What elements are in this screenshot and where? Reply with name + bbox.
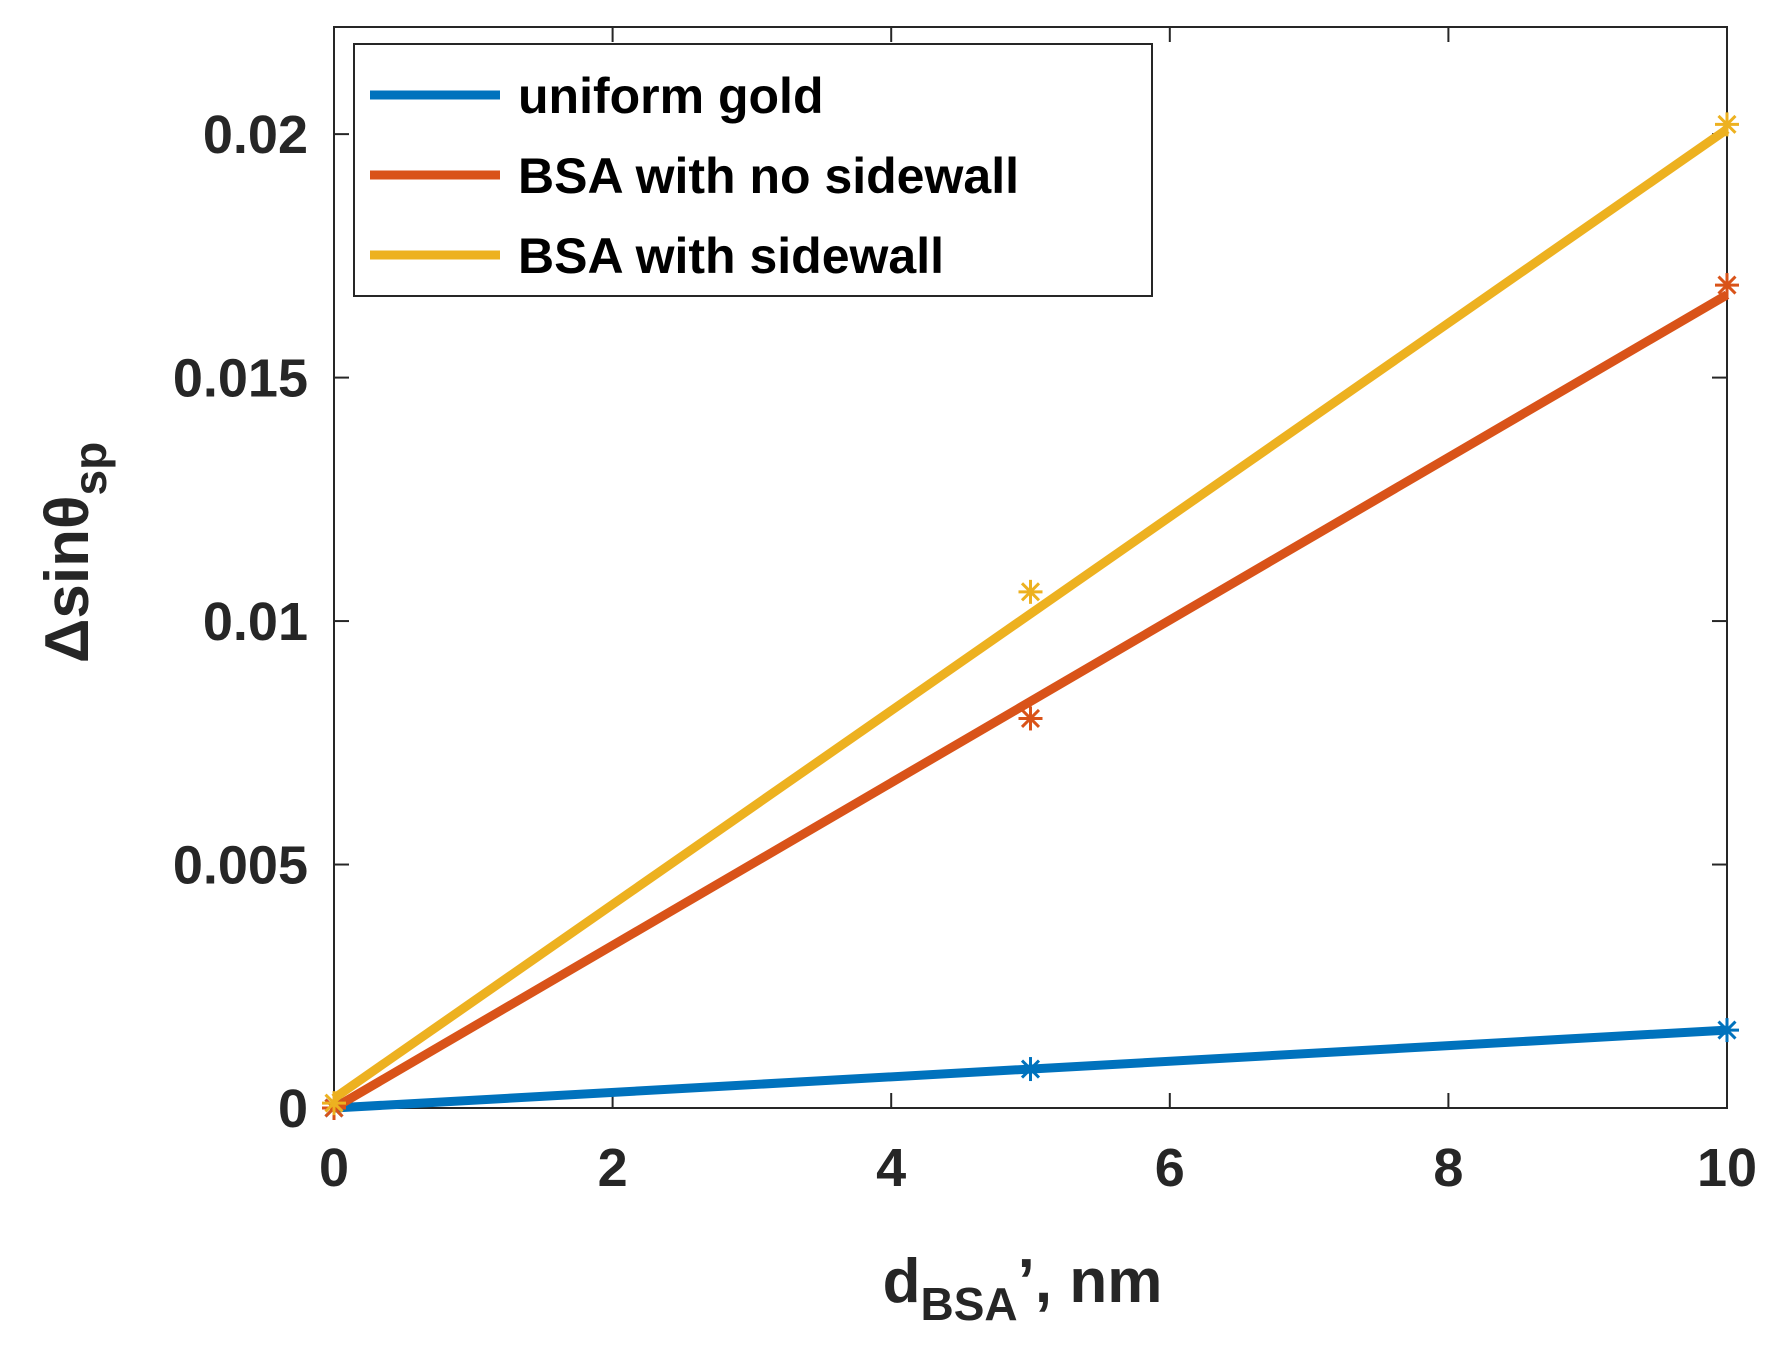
x-axis-label: dBSA’, nm bbox=[883, 1247, 1163, 1330]
x-tick-label: 2 bbox=[598, 1138, 628, 1198]
x-tick-label: 4 bbox=[876, 1138, 906, 1198]
data-point-uniform-gold bbox=[1715, 1018, 1739, 1043]
fit-line-bsa-with-no-sidewall bbox=[331, 290, 1730, 1112]
y-tick-label: 0.005 bbox=[173, 836, 308, 896]
x-tick-label: 10 bbox=[1697, 1138, 1757, 1198]
legend-entry: uniform gold bbox=[370, 68, 824, 124]
data-point-uniform-gold bbox=[1018, 1057, 1043, 1082]
y-axis-label-main: Δsinθ bbox=[33, 496, 102, 664]
y-axis-label: Δsinθsp bbox=[33, 442, 116, 663]
x-tick-label: 0 bbox=[319, 1138, 349, 1198]
data-point-bsa-with-no-sidewall bbox=[1715, 273, 1739, 298]
y-tick-label: 0.015 bbox=[173, 349, 308, 409]
data-markers bbox=[322, 112, 1739, 1120]
y-tick-label: 0.01 bbox=[203, 592, 308, 652]
fit-line-bsa-with-sidewall bbox=[331, 125, 1730, 1102]
y-tick-label: 0.02 bbox=[203, 105, 308, 165]
x-tick-label: 8 bbox=[1433, 1138, 1463, 1198]
data-point-bsa-with-no-sidewall bbox=[1018, 706, 1043, 731]
legend-entry: BSA with no sidewall bbox=[370, 148, 1019, 204]
y-axis-label-subscript: sp bbox=[64, 442, 116, 496]
x-axis-label-suffix: ’, nm bbox=[1018, 1247, 1163, 1316]
x-axis-label-subscript: BSA bbox=[921, 1278, 1018, 1330]
y-tick-label: 0 bbox=[278, 1079, 308, 1139]
data-point-bsa-with-sidewall bbox=[1018, 579, 1043, 604]
x-axis-label-main: d bbox=[883, 1247, 921, 1316]
legend-label: BSA with sidewall bbox=[518, 228, 944, 284]
data-point-bsa-with-sidewall bbox=[1715, 112, 1739, 137]
axis-ticks: 0 2 4 6 8 10 0 0.005 0.01 0.015 0.02 bbox=[173, 27, 1757, 1198]
legend-label: uniform gold bbox=[518, 68, 824, 124]
x-tick-label: 6 bbox=[1155, 1138, 1185, 1198]
legend: uniform gold BSA with no sidewall BSA with… bbox=[353, 43, 1153, 297]
data-point-bsa-with-sidewall bbox=[322, 1091, 346, 1116]
legend-label: BSA with no sidewall bbox=[518, 148, 1019, 204]
legend-entry: BSA with sidewall bbox=[370, 228, 944, 284]
